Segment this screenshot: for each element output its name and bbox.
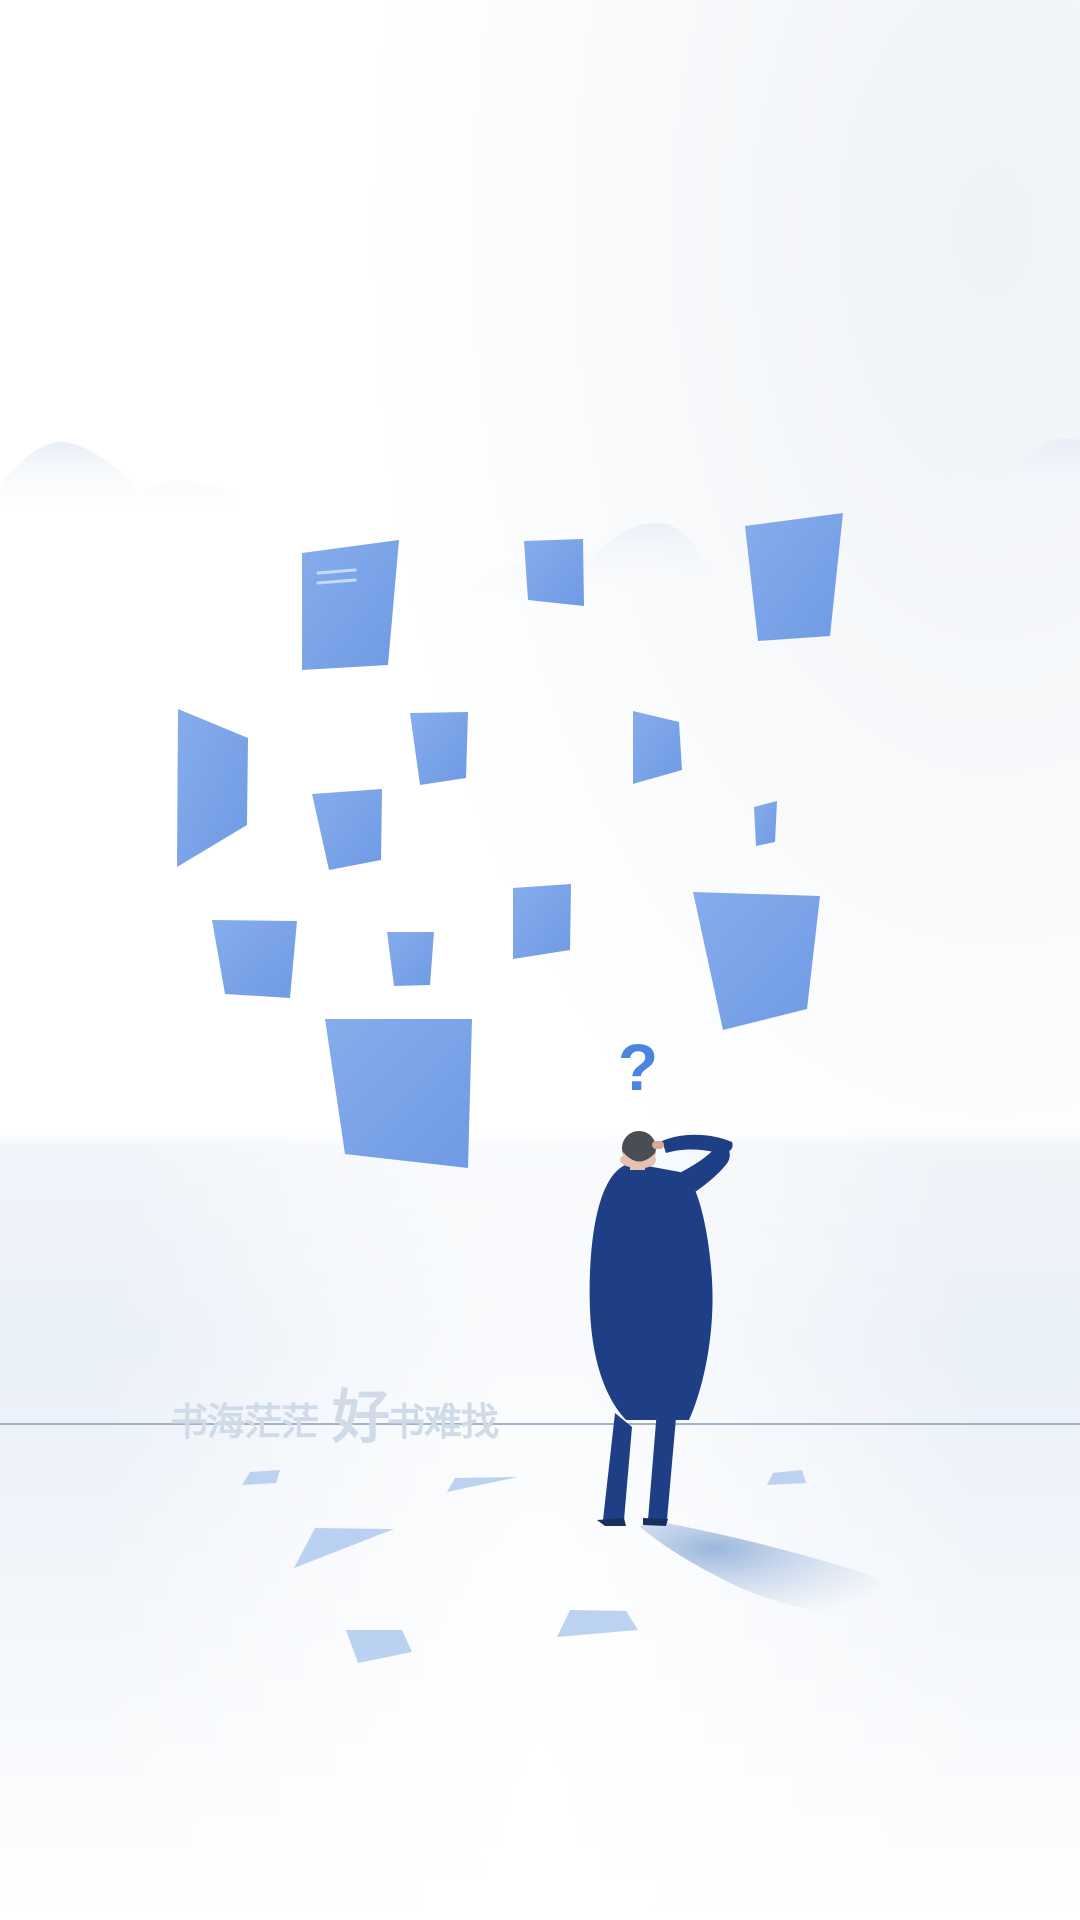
floating-page: [177, 709, 248, 867]
floating-page: [325, 1019, 472, 1168]
floating-page: [410, 712, 468, 785]
floating-page: [513, 884, 571, 959]
slogan-part-2: 书难找: [387, 1400, 499, 1444]
slogan-part-1: 书海茫茫: [170, 1400, 319, 1444]
floating-page: [693, 892, 820, 1030]
question-mark: ?: [618, 1030, 658, 1104]
floating-page: [387, 932, 434, 986]
floating-pages: [177, 513, 843, 1168]
floating-page: [212, 920, 297, 998]
figure-shadow: [640, 1520, 891, 1616]
thinking-person: [589, 1131, 733, 1526]
ground-fragments: [242, 1470, 806, 1663]
floating-page: [633, 711, 682, 784]
page-lines: [316, 568, 357, 585]
floating-page: [302, 540, 399, 670]
floating-page: [312, 789, 382, 870]
floating-page: [745, 513, 843, 641]
slogan-highlight: 好: [332, 1383, 390, 1451]
floating-page: [524, 539, 584, 606]
floating-page: [754, 801, 777, 846]
empty-state-slogan: 书海茫茫 好书难找: [170, 1368, 499, 1452]
